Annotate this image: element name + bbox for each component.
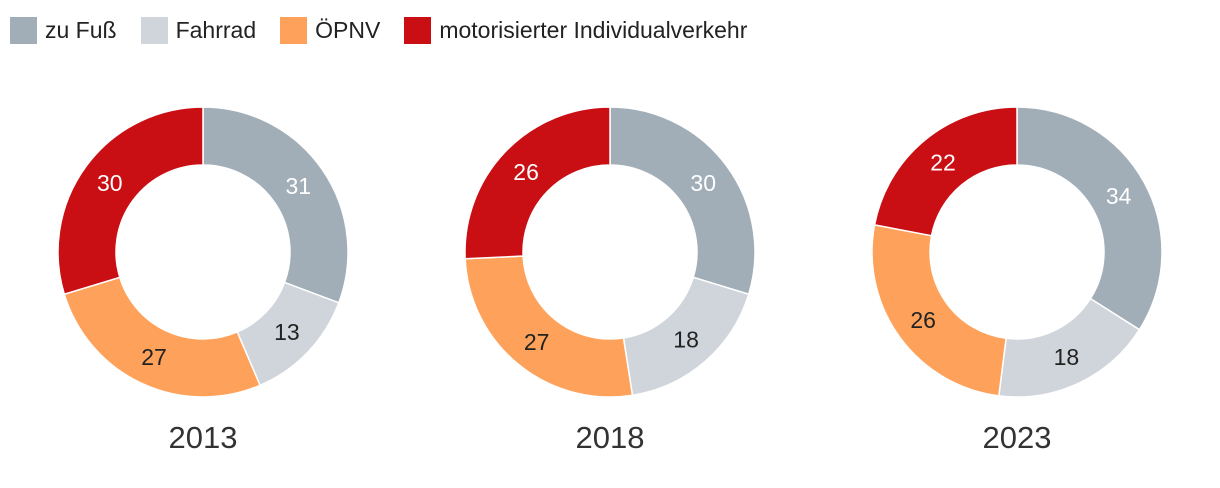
slice-label-2023-zu-fuss: 34 [1106, 183, 1132, 209]
slice-2013-oepnv [63, 276, 262, 398]
slice-2018-miv [464, 106, 611, 260]
legend-swatch-fahrrad [140, 16, 168, 44]
donut-chart-2023: 34 18 26 22 2023 [871, 106, 1163, 455]
donut-chart-2013: 31 13 27 30 2013 [57, 106, 349, 455]
legend-label-zu-fuss: zu Fuß [45, 16, 117, 43]
slice-label-2013-zu-fuss: 31 [286, 173, 312, 199]
legend-item-miv: motorisierter Individualverkehr [404, 16, 748, 44]
slice-label-2023-oepnv: 26 [910, 307, 936, 333]
legend-item-fahrrad: Fahrrad [140, 16, 257, 44]
year-label-2023: 2023 [983, 420, 1052, 455]
legend-label-fahrrad: Fahrrad [175, 16, 257, 43]
slice-label-2013-fahrrad: 13 [274, 319, 300, 345]
slice-2023-oepnv [871, 223, 1007, 397]
legend-item-zu-fuss: zu Fuß [10, 16, 117, 44]
slice-label-2018-zu-fuss: 30 [690, 170, 716, 196]
legend-label-oepnv: ÖPNV [315, 16, 381, 43]
legend-item-oepnv: ÖPNV [280, 16, 381, 44]
year-label-2018: 2018 [576, 420, 645, 455]
slice-label-2023-fahrrad: 18 [1054, 344, 1080, 370]
slice-2018-oepnv [464, 255, 634, 398]
slice-label-2023-miv: 22 [930, 150, 956, 176]
slice-label-2013-oepnv: 27 [141, 344, 167, 370]
slice-2013-zu-fuss [202, 106, 349, 304]
slice-label-2018-miv: 26 [513, 159, 539, 185]
slice-2023-zu-fuss [1016, 106, 1163, 331]
legend-label-miv: motorisierter Individualverkehr [439, 16, 748, 43]
year-label-2013: 2013 [169, 420, 238, 455]
slice-2013-miv [57, 106, 204, 296]
slice-label-2013-miv: 30 [97, 170, 123, 196]
legend: zu Fuß Fahrrad ÖPNV motorisierter Indivi… [10, 14, 771, 46]
slice-2018-zu-fuss [609, 106, 756, 296]
legend-swatch-miv [404, 16, 432, 44]
slice-label-2018-oepnv: 27 [524, 329, 550, 355]
legend-swatch-oepnv [280, 16, 308, 44]
legend-swatch-zu-fuss [10, 16, 37, 44]
donut-chart-2018: 30 18 27 26 2018 [464, 106, 756, 455]
slice-2023-miv [873, 106, 1018, 237]
slice-label-2018-fahrrad: 18 [673, 327, 699, 353]
